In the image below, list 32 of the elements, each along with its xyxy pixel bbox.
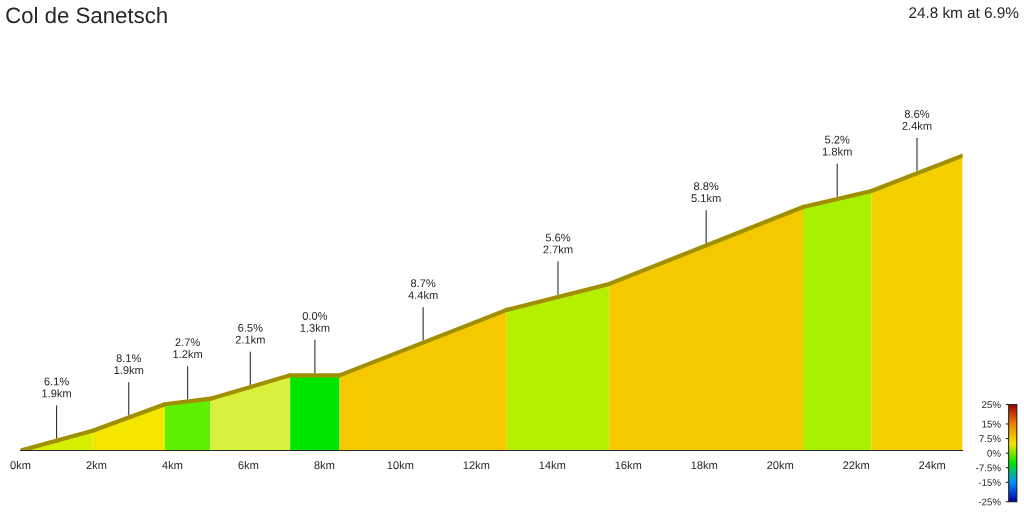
color-bar-label: 25%	[982, 401, 1001, 409]
color-bar-label: -25%	[978, 498, 1001, 506]
annotation: 5.6% 2.7km	[543, 233, 573, 254]
x-tick-label: 12km	[463, 460, 490, 470]
annotation: 0.0% 1.3km	[300, 312, 330, 332]
annotation: 6.5% 2.1km	[235, 323, 265, 344]
annotation: 8.6% 2.4km	[902, 110, 932, 130]
x-tick-label: 24km	[919, 460, 946, 470]
annotation: 8.8% 5.1km	[691, 182, 721, 203]
x-tick-label: 14km	[539, 460, 566, 470]
x-tick-label: 6km	[238, 460, 259, 470]
x-tick-label: 18km	[691, 460, 718, 470]
x-tick-label: 8km	[314, 460, 335, 470]
x-tick-label: 0km	[10, 460, 31, 470]
x-tick-label: 4km	[162, 460, 183, 470]
color-bar-label: 7.5%	[979, 435, 1001, 443]
annotation: 5.2% 1.8km	[822, 135, 852, 156]
x-tick-label: 22km	[843, 460, 870, 470]
annotation: 2.7% 1.2km	[173, 338, 203, 359]
color-bar-label: -7.5%	[976, 464, 1001, 472]
chart-subtitle: 24.8 km at 6.9%	[909, 6, 1019, 19]
x-tick-label: 10km	[387, 460, 414, 470]
color-bar-label: 0%	[987, 449, 1001, 457]
annotation: 8.7% 4.4km	[408, 279, 438, 300]
x-tick-label: 20km	[767, 460, 794, 470]
annotation: 8.1% 1.9km	[114, 354, 144, 375]
x-tick-label: 16km	[615, 460, 642, 470]
color-bar-label: -15%	[978, 479, 1001, 486]
x-tick-label: 2km	[86, 460, 107, 470]
chart-title: Col de Sanetsch	[6, 6, 167, 24]
annotation: 6.1% 1.9km	[42, 377, 71, 398]
color-bar-label: 15%	[982, 420, 1001, 428]
